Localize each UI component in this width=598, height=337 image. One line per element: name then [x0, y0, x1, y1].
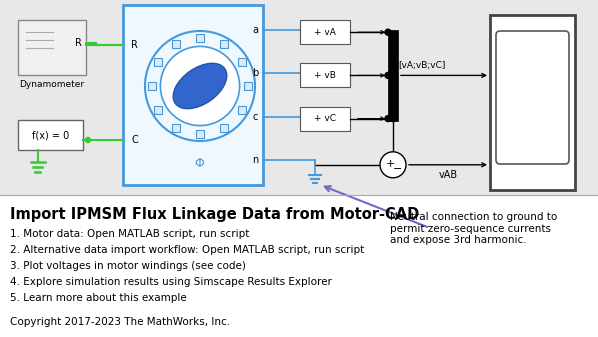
Text: Copyright 2017-2023 The MathWorks, Inc.: Copyright 2017-2023 The MathWorks, Inc. [10, 317, 230, 327]
Text: R: R [75, 38, 81, 48]
FancyBboxPatch shape [154, 58, 162, 66]
Bar [490, 15, 575, 190]
Circle shape [390, 116, 396, 122]
Circle shape [385, 116, 391, 122]
Text: $\Phi$: $\Phi$ [194, 157, 206, 170]
FancyBboxPatch shape [148, 82, 155, 90]
Text: vAB: vAB [438, 170, 457, 180]
Text: −: − [393, 164, 402, 174]
FancyBboxPatch shape [238, 106, 246, 114]
Circle shape [160, 47, 240, 126]
FancyBboxPatch shape [245, 82, 252, 90]
Text: a: a [252, 25, 258, 35]
FancyBboxPatch shape [172, 40, 180, 48]
FancyBboxPatch shape [496, 31, 569, 164]
FancyBboxPatch shape [172, 124, 180, 132]
Text: n: n [252, 155, 258, 165]
Circle shape [385, 29, 391, 35]
Text: Neutral connection to ground to
permit zero-sequence currents
and expose 3rd har: Neutral connection to ground to permit z… [390, 212, 557, 245]
Text: + vA: + vA [314, 28, 336, 37]
Bar [18, 20, 86, 75]
FancyBboxPatch shape [196, 34, 204, 41]
Text: + vB: + vB [314, 71, 336, 80]
Text: b: b [252, 68, 258, 79]
Bar [300, 20, 350, 44]
FancyBboxPatch shape [238, 58, 246, 66]
Text: [vA;vB;vC]: [vA;vB;vC] [398, 61, 446, 70]
Ellipse shape [173, 63, 227, 109]
Text: 1. Motor data: Open MATLAB script, run script: 1. Motor data: Open MATLAB script, run s… [10, 229, 249, 239]
Bar [0, 0, 598, 195]
Circle shape [145, 31, 255, 141]
Text: R: R [131, 40, 138, 50]
Text: +: + [385, 159, 395, 169]
FancyBboxPatch shape [220, 124, 228, 132]
Text: f(x) = 0: f(x) = 0 [32, 130, 69, 140]
Circle shape [380, 152, 406, 178]
Circle shape [86, 137, 90, 143]
Bar [300, 63, 350, 87]
Bar [300, 106, 350, 131]
Bar [18, 120, 83, 150]
Text: c: c [252, 112, 258, 122]
FancyBboxPatch shape [220, 40, 228, 48]
Text: 5. Learn more about this example: 5. Learn more about this example [10, 293, 187, 303]
Text: 3. Plot voltages in motor windings (see code): 3. Plot voltages in motor windings (see … [10, 261, 246, 271]
FancyBboxPatch shape [196, 130, 204, 139]
Text: Dynamometer: Dynamometer [20, 80, 84, 89]
Text: Import IPMSM Flux Linkage Data from Motor-CAD: Import IPMSM Flux Linkage Data from Moto… [10, 207, 419, 222]
Text: + vC: + vC [314, 114, 336, 123]
Bar [388, 30, 398, 121]
Text: 4. Explore simulation results using Simscape Results Explorer: 4. Explore simulation results using Sims… [10, 277, 332, 287]
Circle shape [385, 72, 391, 79]
FancyBboxPatch shape [154, 106, 162, 114]
Text: C: C [131, 135, 138, 145]
Bar [123, 5, 263, 185]
Text: 2. Alternative data import workflow: Open MATLAB script, run script: 2. Alternative data import workflow: Ope… [10, 245, 364, 255]
